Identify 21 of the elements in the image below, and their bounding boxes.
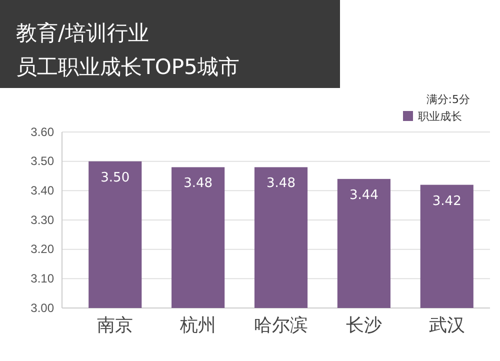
data-label: 3.48 (266, 176, 296, 192)
data-label: 3.48 (184, 176, 213, 192)
data-label: 3.50 (100, 170, 130, 186)
y-tick-label: 3.20 (30, 242, 54, 256)
chart-subtitle: 员工职业成长TOP5城市 (16, 55, 240, 79)
y-tick-label: 3.40 (30, 184, 54, 198)
x-tick-label: 武汉 (428, 314, 465, 335)
y-tick-label: 3.30 (30, 212, 54, 227)
chart-title: 教育/培训行业 (16, 21, 150, 45)
data-label: 3.42 (432, 194, 462, 209)
text: 满分:5分 (426, 93, 470, 106)
y-tick-label: 3.60 (30, 124, 54, 139)
y-tick-label: 3.10 (30, 272, 54, 286)
y-tick-label: 3.00 (30, 300, 54, 315)
legend-label: 职业成长 (418, 110, 462, 123)
y-tick-label: 3.50 (30, 154, 54, 168)
x-tick-label: 杭州 (179, 314, 216, 335)
data-label: 3.44 (349, 188, 378, 203)
x-tick-label: 长沙 (346, 314, 382, 335)
x-tick-label: 哈尔滨 (254, 314, 308, 335)
x-tick-label: 南京 (97, 314, 134, 335)
